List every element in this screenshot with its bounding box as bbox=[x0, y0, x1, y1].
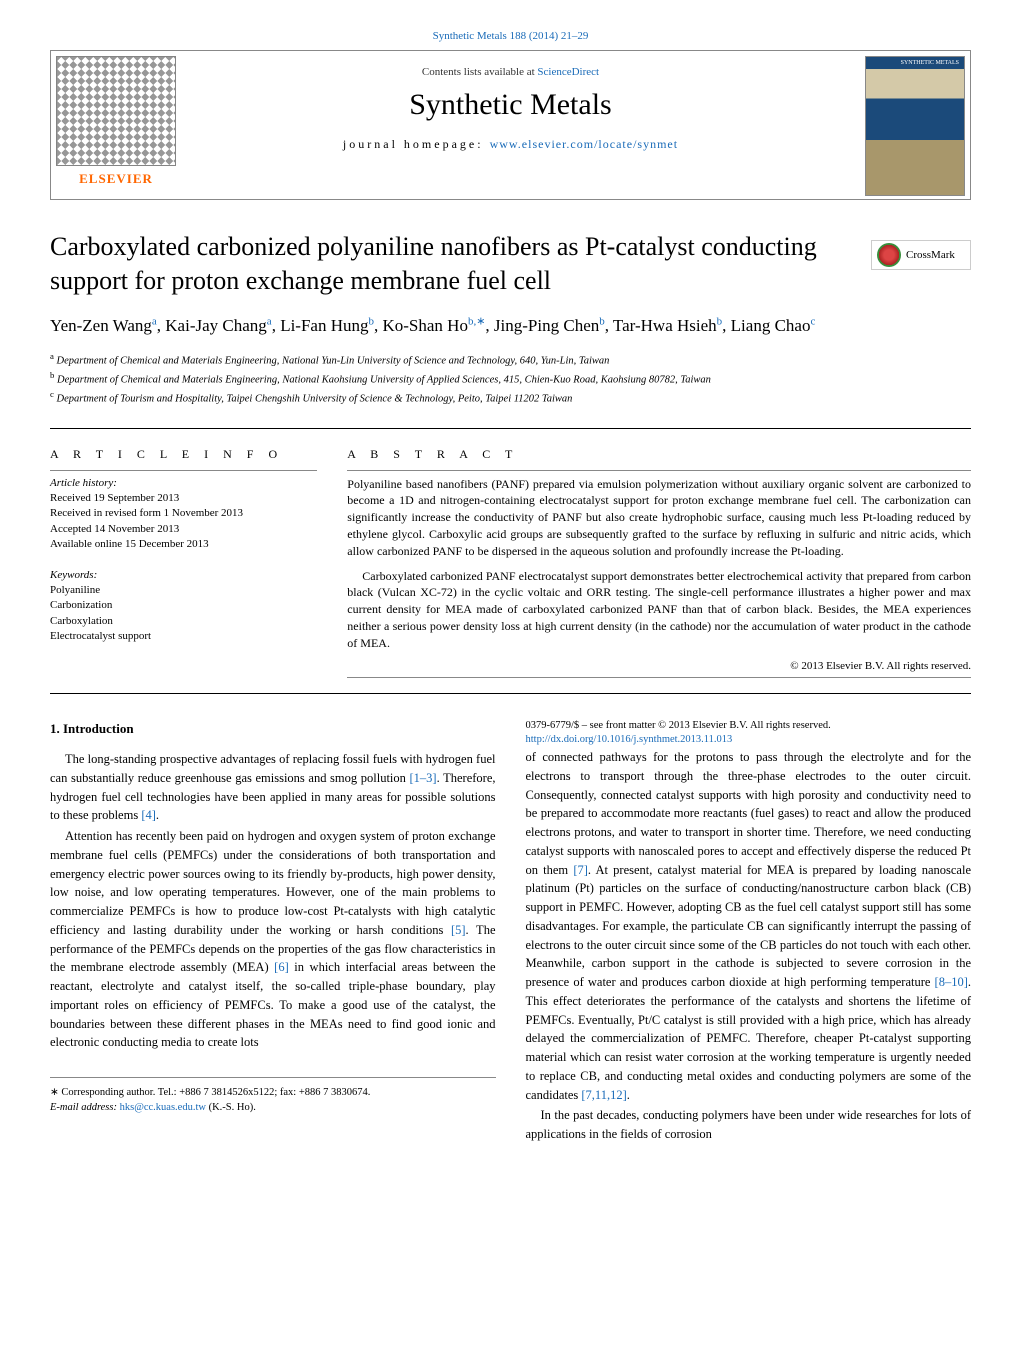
journal-homepage: journal homepage: www.elsevier.com/locat… bbox=[51, 137, 970, 152]
cover-title: SYNTHETIC METALS bbox=[866, 57, 964, 69]
author-name: , Liang Chao bbox=[722, 316, 810, 335]
author-name: Yen-Zen Wang bbox=[50, 316, 152, 335]
author-name: , Tar-Hwa Hsieh bbox=[605, 316, 717, 335]
doi-link[interactable]: http://dx.doi.org/10.1016/j.synthmet.201… bbox=[526, 733, 972, 748]
divider bbox=[347, 470, 971, 471]
history-line: Received in revised form 1 November 2013 bbox=[50, 506, 317, 521]
abstract-paragraph: Polyaniline based nanofibers (PANF) prep… bbox=[347, 476, 971, 560]
journal-title: Synthetic Metals bbox=[51, 88, 970, 122]
divider bbox=[347, 677, 971, 678]
abstract-text: Polyaniline based nanofibers (PANF) prep… bbox=[347, 476, 971, 652]
publisher-name: ELSEVIER bbox=[56, 171, 176, 187]
author-name: , Kai-Jay Chang bbox=[157, 316, 267, 335]
history-line: Accepted 14 November 2013 bbox=[50, 522, 317, 537]
affiliation-line: c Department of Tourism and Hospitality,… bbox=[50, 388, 971, 407]
ref-link[interactable]: [5] bbox=[451, 923, 466, 937]
author-name: , Li-Fan Hung bbox=[272, 316, 369, 335]
keyword: Polyaniline bbox=[50, 583, 317, 598]
publisher-logo[interactable]: ELSEVIER bbox=[56, 56, 176, 196]
copyright-line: © 2013 Elsevier B.V. All rights reserved… bbox=[347, 660, 971, 672]
author-affil-sup: c bbox=[810, 315, 815, 327]
keyword: Carboxylation bbox=[50, 614, 317, 629]
ref-link[interactable]: [7,11,12] bbox=[581, 1088, 626, 1102]
affiliation-line: a Department of Chemical and Materials E… bbox=[50, 350, 971, 369]
divider bbox=[50, 428, 971, 429]
section-heading: 1. Introduction bbox=[50, 719, 496, 739]
article-history: Article history: Received 19 September 2… bbox=[50, 476, 317, 553]
elsevier-tree-icon bbox=[56, 56, 176, 166]
affiliation-line: b Department of Chemical and Materials E… bbox=[50, 369, 971, 388]
ref-link[interactable]: [4] bbox=[141, 808, 156, 822]
authors-list: Yen-Zen Wanga, Kai-Jay Changa, Li-Fan Hu… bbox=[50, 313, 971, 339]
author-name: , Ko-Shan Ho bbox=[374, 316, 468, 335]
abstract-label: A B S T R A C T bbox=[347, 447, 971, 462]
divider bbox=[50, 693, 971, 694]
divider bbox=[50, 470, 317, 471]
abstract-paragraph: Carboxylated carbonized PANF electrocata… bbox=[347, 568, 971, 652]
author-affil-sup: b,∗ bbox=[468, 315, 485, 327]
keyword: Carbonization bbox=[50, 598, 317, 613]
article-info-label: A R T I C L E I N F O bbox=[50, 447, 317, 462]
journal-homepage-link[interactable]: www.elsevier.com/locate/synmet bbox=[490, 137, 679, 151]
body-paragraph: The long-standing prospective advantages… bbox=[50, 750, 496, 825]
ref-link[interactable]: [8–10] bbox=[935, 975, 968, 989]
issn-footer: 0379-6779/$ – see front matter © 2013 El… bbox=[526, 719, 972, 748]
ref-link[interactable]: [7] bbox=[573, 863, 588, 877]
crossmark-badge[interactable]: CrossMark bbox=[871, 240, 971, 270]
crossmark-icon bbox=[877, 243, 901, 267]
body-paragraph: of connected pathways for the protons to… bbox=[526, 748, 972, 1104]
ref-link[interactable]: [6] bbox=[274, 960, 289, 974]
article-title: Carboxylated carbonized polyaniline nano… bbox=[50, 230, 971, 298]
email-link[interactable]: hks@cc.kuas.edu.tw bbox=[120, 1102, 206, 1113]
journal-header: ELSEVIER Contents lists available at Sci… bbox=[50, 50, 971, 200]
journal-citation[interactable]: Synthetic Metals 188 (2014) 21–29 bbox=[50, 30, 971, 42]
author-name: , Jing-Ping Chen bbox=[485, 316, 599, 335]
history-line: Available online 15 December 2013 bbox=[50, 537, 317, 552]
corresponding-author-footnote: ∗ Corresponding author. Tel.: +886 7 381… bbox=[50, 1077, 496, 1115]
body-paragraph: In the past decades, conducting polymers… bbox=[526, 1106, 972, 1144]
keyword: Electrocatalyst support bbox=[50, 629, 317, 644]
body-paragraph: Attention has recently been paid on hydr… bbox=[50, 827, 496, 1052]
affiliations-list: a Department of Chemical and Materials E… bbox=[50, 350, 971, 408]
ref-link[interactable]: [1–3] bbox=[410, 771, 437, 785]
contents-available: Contents lists available at ScienceDirec… bbox=[51, 66, 970, 78]
journal-cover-thumbnail[interactable]: SYNTHETIC METALS bbox=[865, 56, 965, 196]
keywords-block: Keywords: PolyanilineCarbonizationCarbox… bbox=[50, 568, 317, 645]
sciencedirect-link[interactable]: ScienceDirect bbox=[537, 66, 599, 78]
history-line: Received 19 September 2013 bbox=[50, 491, 317, 506]
article-body: 1. Introduction The long-standing prospe… bbox=[50, 719, 971, 1144]
